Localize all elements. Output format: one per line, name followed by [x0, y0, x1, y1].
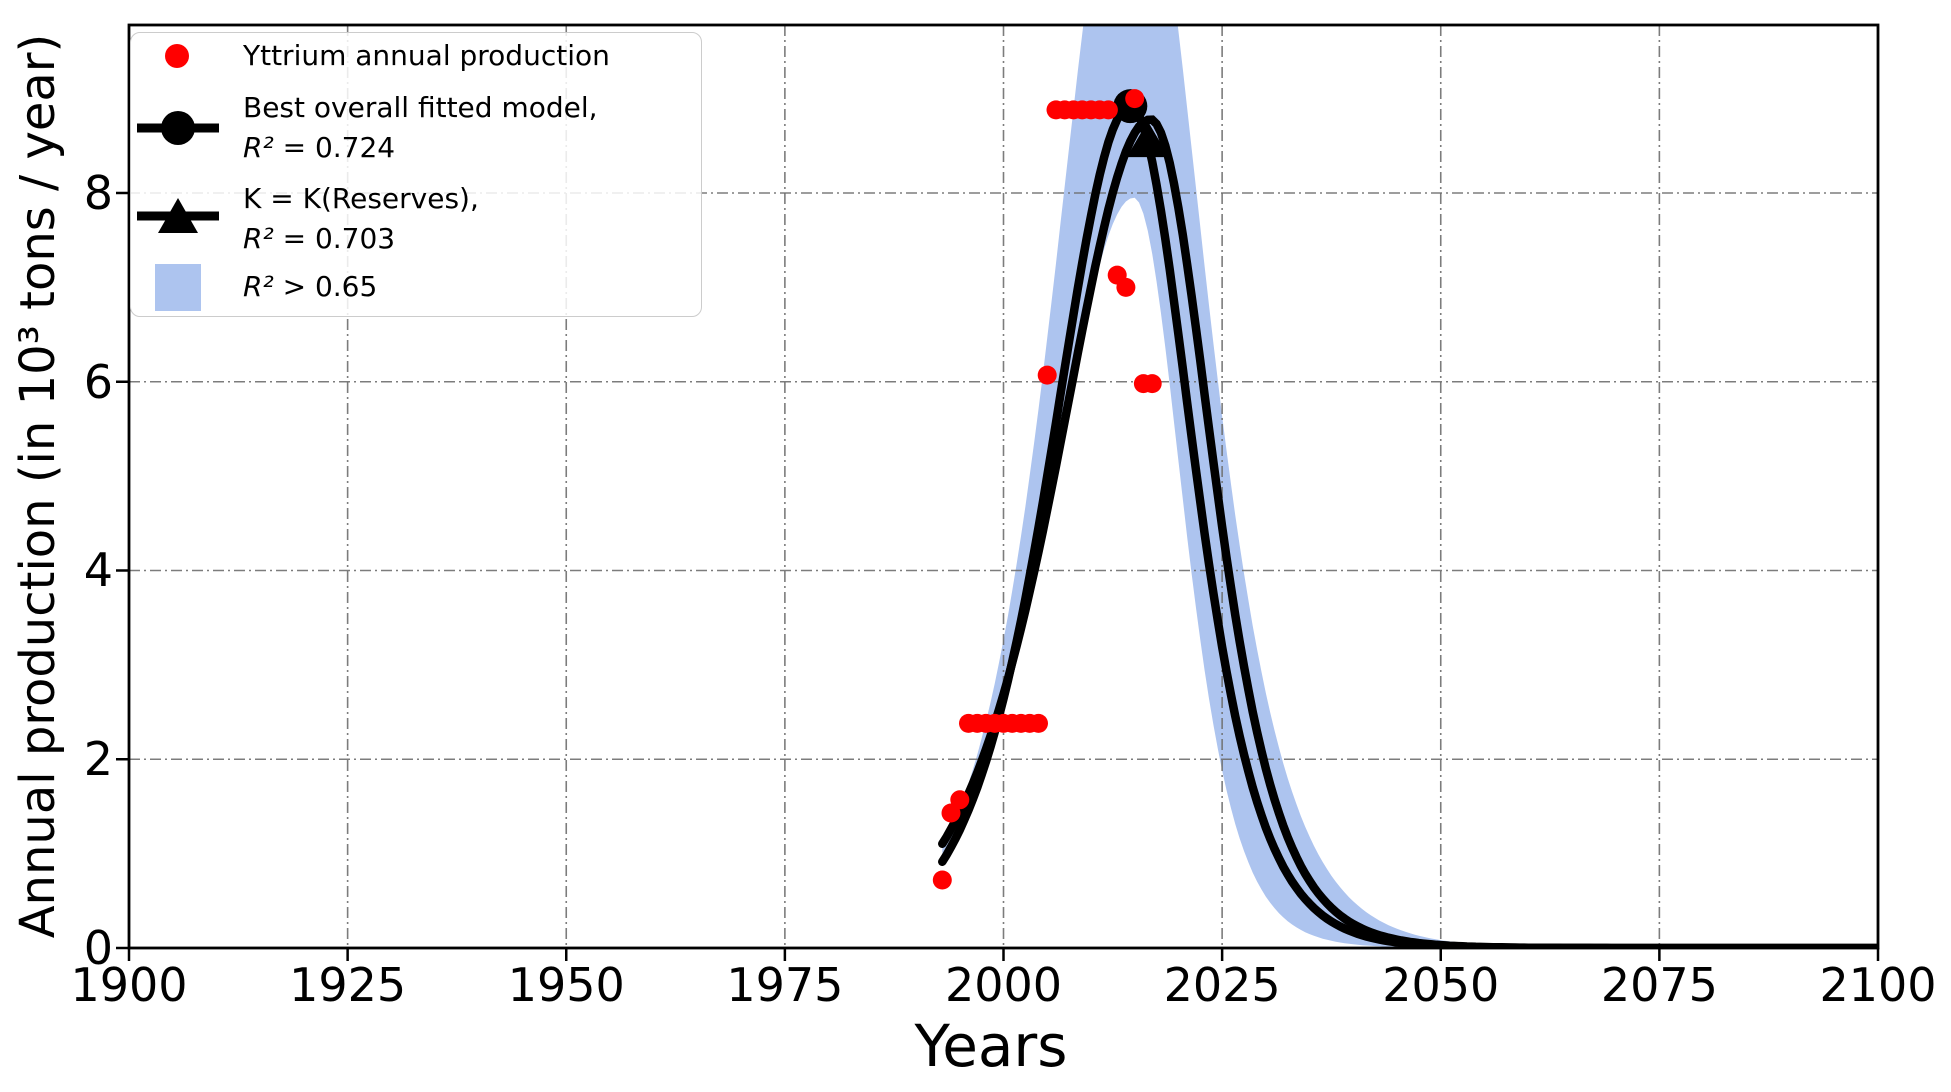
legend-label-reserves-model: K = K(Reserves), R² = 0.703 [243, 182, 479, 255]
scatter-point [950, 790, 970, 810]
x-tick-label: 2000 [944, 958, 1063, 1012]
scatter-point [1142, 374, 1162, 394]
legend-label-band: R² > 0.65 [243, 270, 378, 303]
legend-label-scatter: Yttrium annual production [243, 39, 610, 72]
legend-scatter-dot-icon [165, 44, 189, 68]
x-tick-label: 2100 [1819, 958, 1937, 1012]
legend: Yttrium annual production Best overall f… [130, 32, 702, 317]
x-tick-label: 1900 [70, 958, 188, 1012]
scatter-point [1029, 713, 1048, 733]
legend-band-patch-icon [155, 264, 201, 311]
scatter-point [932, 870, 952, 890]
legend-reserves-model-marker-icon [137, 198, 219, 233]
scatter-point [1125, 89, 1145, 109]
x-tick-label: 2075 [1600, 958, 1718, 1012]
legend-best-model-marker-icon [137, 111, 219, 145]
scatter-point [1116, 277, 1136, 297]
x-tick-label: 1950 [507, 958, 625, 1012]
reserves-peak-triangle-marker [1126, 121, 1169, 158]
scatter-point [1037, 365, 1057, 385]
x-tick-label: 2025 [1163, 958, 1281, 1012]
model-curve-reserves [938, 115, 1878, 948]
y-tick-label: 8 [83, 165, 113, 220]
confidence-band [942, 25, 1616, 948]
y-tick-label: 0 [83, 921, 113, 975]
y-tick-label: 2 [83, 732, 113, 787]
y-axis-label: Annual production (in 10³ tons / year) [10, 33, 66, 939]
y-tick-label: 6 [83, 354, 113, 409]
x-tick-label: 2050 [1382, 958, 1500, 1012]
scatter-point [1098, 100, 1118, 120]
legend-label-best-model: Best overall fitted model, R² = 0.724 [243, 91, 598, 164]
x-tick-label: 1925 [289, 958, 407, 1012]
y-tick-label: 4 [83, 543, 113, 598]
x-tick-label: 1975 [726, 958, 844, 1012]
x-axis-label: Years [914, 1012, 1068, 1080]
